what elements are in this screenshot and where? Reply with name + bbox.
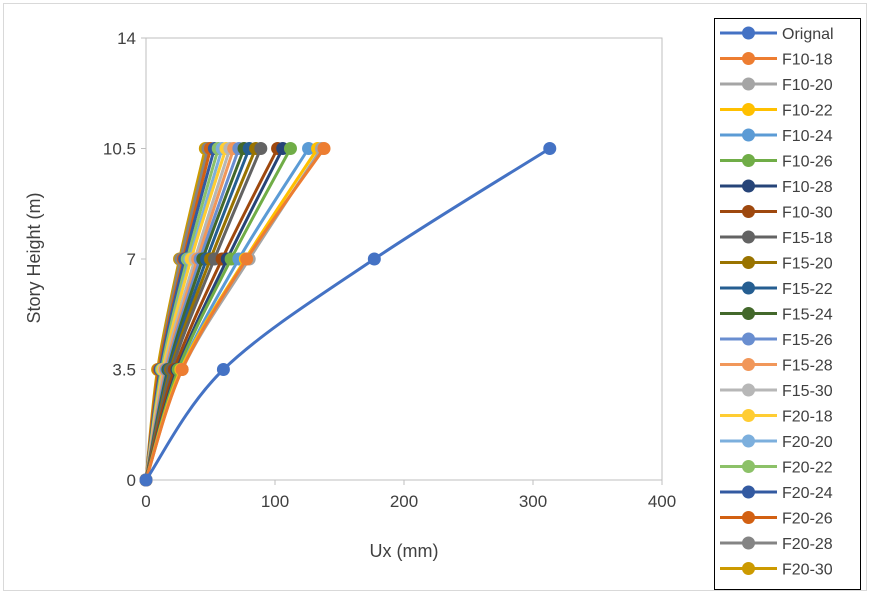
x-tick-label: 200 (390, 492, 418, 511)
legend-label: F15-30 (782, 383, 833, 400)
legend-marker (742, 485, 755, 499)
legend-marker (742, 562, 755, 575)
legend-item: F15-28 (720, 358, 833, 375)
legend-label: F10-26 (782, 154, 833, 171)
data-point (317, 142, 331, 155)
legend-marker (742, 383, 755, 397)
legend-item: F20-24 (720, 485, 833, 502)
legend-label: F20-26 (782, 511, 833, 528)
legend-item: F15-20 (720, 256, 833, 273)
y-axis-label: Story Height (m) (24, 192, 44, 323)
legend-label: F20-28 (782, 536, 833, 553)
legend-item: F10-26 (720, 154, 833, 171)
legend-marker (742, 179, 755, 193)
x-tick-label: 100 (261, 492, 289, 511)
legend-label: Orignal (782, 26, 834, 43)
legend-marker (742, 409, 755, 422)
legend-marker (742, 103, 755, 116)
legend-label: F10-20 (782, 77, 833, 94)
legend-label: F15-18 (782, 230, 833, 247)
legend-item: F10-28 (720, 179, 833, 196)
legend-marker (742, 332, 755, 346)
legend-item: F15-18 (720, 230, 833, 247)
legend-item: F15-24 (720, 307, 833, 324)
legend-item: F10-22 (720, 103, 833, 120)
legend-label: F10-22 (782, 103, 833, 120)
legend-item: F20-22 (720, 460, 833, 477)
data-point (240, 252, 254, 266)
legend-label: F10-28 (782, 179, 833, 196)
data-point (367, 252, 381, 266)
legend-label: F15-24 (782, 307, 833, 324)
legend-marker (742, 230, 755, 244)
series-layer (139, 142, 557, 487)
legend-label: F20-20 (782, 434, 833, 451)
legend-item: F20-20 (720, 434, 833, 451)
legend-item: F15-26 (720, 332, 833, 349)
legend-marker (742, 154, 755, 167)
legend-marker (742, 205, 755, 218)
legend-label: F20-22 (782, 460, 833, 477)
data-point (139, 473, 153, 487)
legend-marker (742, 77, 755, 91)
legend-marker (742, 128, 755, 142)
legend-item: F20-18 (720, 409, 833, 426)
data-point (302, 142, 316, 155)
legend-marker (742, 434, 755, 448)
legend-label: F20-30 (782, 562, 833, 579)
legend-item: F20-28 (720, 536, 833, 553)
legend: Orignal F10-18 F10-20 F10-22 F10-24 F10-26 F10… (714, 18, 861, 590)
legend-item: F15-30 (720, 383, 833, 400)
legend-marker (742, 52, 755, 65)
legend-marker (742, 26, 755, 40)
data-point (543, 142, 557, 155)
legend-label: F20-18 (782, 409, 833, 426)
legend-label: F10-24 (782, 128, 833, 145)
legend-item: F15-22 (720, 281, 833, 298)
legend-label: F20-24 (782, 485, 833, 502)
legend-item: F10-20 (720, 77, 833, 94)
y-tick-label: 0 (127, 471, 136, 490)
legend-marker (742, 511, 755, 524)
legend-item: F20-26 (720, 511, 833, 528)
legend-label: F15-22 (782, 281, 833, 298)
legend-label: F10-18 (782, 52, 833, 69)
legend-marker (742, 536, 755, 550)
x-tick-label: 0 (141, 492, 150, 511)
legend-marker (742, 281, 755, 295)
x-tick-label: 400 (648, 492, 676, 511)
x-axis-label: Ux (mm) (370, 541, 439, 561)
data-point (175, 363, 189, 376)
y-tick-label: 7 (127, 250, 136, 269)
y-tick-label: 10.5 (103, 140, 136, 159)
x-tick-label: 300 (519, 492, 547, 511)
data-point (254, 142, 268, 155)
legend-item: F10-24 (720, 128, 833, 145)
legend-label: F15-26 (782, 332, 833, 349)
legend-label: F15-20 (782, 256, 833, 273)
legend-item: F20-30 (720, 562, 833, 579)
series-line (144, 147, 551, 481)
legend-item: F10-18 (720, 52, 833, 69)
legend-marker (742, 460, 755, 473)
legend-item: F10-30 (720, 205, 833, 222)
chart-border (3, 3, 867, 591)
data-point (216, 363, 230, 376)
data-point (283, 142, 297, 155)
legend-box (714, 18, 861, 590)
legend-marker (742, 256, 755, 269)
series-orignal (139, 142, 557, 487)
legend-label: F10-30 (782, 205, 833, 222)
y-axis-ticks: 0 3.5 7 10.5 14 (103, 29, 146, 490)
legend-marker (742, 307, 755, 320)
x-axis-ticks: 0 100 200 300 400 (141, 480, 676, 511)
y-tick-label: 3.5 (112, 361, 136, 380)
legend-label: F15-28 (782, 358, 833, 375)
legend-marker (742, 358, 755, 371)
legend-item: Orignal (720, 26, 834, 43)
y-tick-label: 14 (117, 29, 136, 48)
series-line (144, 147, 326, 481)
